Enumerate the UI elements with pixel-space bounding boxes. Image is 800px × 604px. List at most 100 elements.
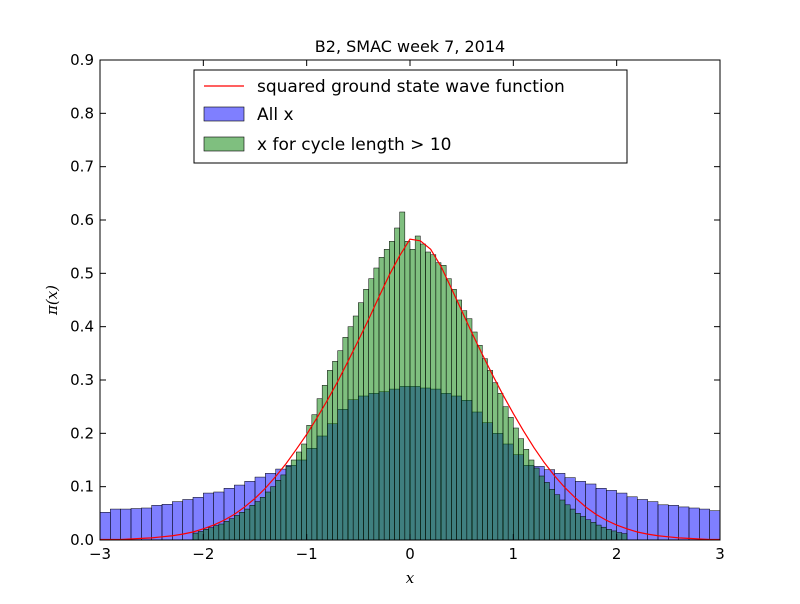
all-x-bar: [709, 510, 721, 541]
cycle-length-bar: [580, 516, 586, 541]
cycle-length-bar: [513, 427, 519, 541]
all-x-bar: [626, 496, 638, 541]
x-axis-label: x: [406, 569, 415, 587]
cycle-length-bar: [290, 459, 297, 541]
cycle-length-bar: [414, 235, 421, 541]
cycle-length-bar: [316, 398, 323, 541]
y-tick-label: 0.1: [70, 478, 94, 496]
all-x-bar: [678, 506, 690, 541]
x-tick-label: 1: [509, 545, 519, 563]
all-x-bar: [699, 508, 710, 541]
cycle-length-bar: [466, 318, 473, 541]
cycle-length-bar: [296, 451, 302, 541]
cycle-length-bar: [507, 417, 514, 541]
cycle-length-bar: [538, 475, 545, 541]
all-x-bar: [657, 504, 669, 541]
cycle-length-bar: [595, 524, 602, 541]
cycle-length-bar: [420, 243, 426, 541]
cycle-length-bar: [554, 494, 561, 541]
all-x-bar: [161, 504, 173, 541]
all-x-bar: [668, 505, 679, 541]
cycle-length-bar: [275, 480, 282, 541]
cycle-length-bar: [332, 361, 338, 541]
cycle-length-bar: [569, 508, 576, 541]
x-tick-label: −3: [89, 545, 111, 563]
cycle-length-bar: [213, 525, 220, 541]
y-axis-label: π(x): [43, 285, 61, 316]
legend-label-curve: squared ground state wave function: [257, 77, 565, 97]
cycle-length-bar: [223, 521, 230, 541]
cycle-length-bar: [285, 466, 292, 541]
cycle-length-bar: [265, 491, 271, 541]
y-tick-label: 0.3: [70, 371, 94, 389]
cycle-length-bar: [409, 249, 416, 541]
cycle-length-bar: [600, 526, 607, 541]
cycle-length-bar: [549, 489, 555, 541]
legend-label-cycle: x for cycle length > 10: [257, 135, 451, 155]
y-tick-label: 0.7: [70, 158, 94, 176]
y-tick-label: 0.6: [70, 211, 94, 229]
cycle-length-bar: [518, 438, 524, 541]
x-tick-label: 0: [405, 545, 415, 563]
cycle-length-bar: [502, 406, 509, 541]
cycle-length-bar: [239, 512, 245, 541]
wave-function-curve-group: [100, 238, 720, 541]
cycle-length-bar: [430, 254, 437, 541]
cycle-length-bar: [394, 227, 400, 541]
legend-label-all-x: All x: [257, 105, 294, 125]
cycle-length-bar: [451, 289, 457, 541]
cycle-length-bar: [389, 241, 395, 541]
cycle-length-bar: [203, 529, 209, 541]
all-x-bar: [99, 512, 111, 541]
legend-box: [193, 69, 628, 164]
cycle-length-bar: [270, 486, 276, 541]
cycle-length-bar: [559, 499, 566, 541]
cycle-length-bar: [445, 278, 452, 541]
all-x-bar: [688, 507, 700, 541]
cycle-length-bar: [311, 414, 318, 541]
legend: squared ground state wave function All x…: [193, 69, 628, 164]
cycle-length-bar: [234, 515, 240, 541]
cycle-length-bar: [378, 257, 385, 541]
all-x-bar: [110, 508, 121, 541]
cycle-length-bar: [259, 497, 266, 541]
cycle-length-bar: [497, 393, 504, 541]
cycle-length-bar: [523, 449, 530, 541]
cycle-length-bar: [383, 249, 390, 541]
cycle-length-bar: [228, 518, 235, 541]
x-tick-label: −1: [296, 545, 318, 563]
cycle-length-bar: [544, 482, 550, 541]
x-axis-ticks: −3 −2 −1 0 1 2 3: [89, 60, 725, 563]
chart-title: B2, SMAC week 7, 2014: [315, 37, 505, 56]
cycle-length-bar: [244, 508, 251, 541]
y-tick-label: 0.2: [70, 424, 94, 442]
y-tick-label: 0.0: [70, 531, 94, 549]
cycle-length-bar: [208, 527, 214, 541]
cycle-length-bar: [440, 265, 447, 541]
all-x-bar: [120, 508, 132, 541]
cycle-length-bar: [533, 467, 540, 541]
all-x-bar: [130, 508, 142, 541]
x-tick-label: 2: [612, 545, 622, 563]
cycle-length-bar: [192, 532, 199, 541]
cycle-length-bar: [471, 331, 478, 541]
cycle-length-bar: [249, 505, 256, 541]
y-axis-ticks: 0.0 0.1 0.2 0.3 0.4 0.5 0.6 0.7 0.8 0.9: [70, 51, 720, 549]
cycle-length-bar: [456, 299, 462, 541]
y-tick-label: 0.5: [70, 264, 94, 282]
cycle-length-bar: [564, 504, 571, 541]
cycle-length-bar: [492, 382, 499, 541]
cycle-length-bar: [280, 474, 287, 541]
cycle-length-bar: [435, 262, 442, 541]
cycle-length-bar: [575, 513, 581, 541]
cycle-length-bar: [611, 530, 617, 541]
cycle-length-bar: [399, 211, 406, 541]
cycle-length-bar: [404, 241, 411, 541]
cycle-length-bar: [606, 529, 612, 541]
cycle-length-bar: [585, 519, 592, 541]
y-tick-label: 0.9: [70, 51, 94, 69]
cycle-length-bar: [373, 267, 380, 541]
cycle-length-bar: [301, 443, 307, 541]
